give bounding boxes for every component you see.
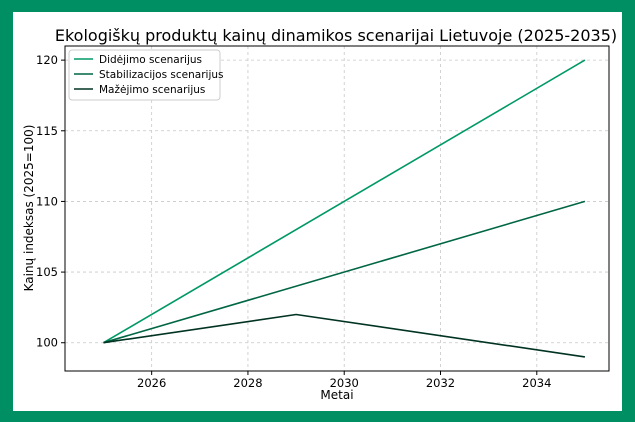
legend: Didėjimo scenarijus Stabilizacijos scenar… xyxy=(68,49,224,101)
chart-frame: Ekologiškų produktų kainų dinamikos scen… xyxy=(13,12,622,411)
series-line-1 xyxy=(103,59,586,344)
legend-label-3: Mažėjimo scenarijus xyxy=(99,84,205,96)
chart-title: Ekologiškų produktų kainų dinamikos scen… xyxy=(55,26,617,45)
axis-ticks: 2026 2028 2030 2032 2034 100 105 110 115 120 xyxy=(36,53,551,390)
x-tick-label: 2032 xyxy=(426,376,455,390)
y-tick-label: 110 xyxy=(36,194,58,208)
grid xyxy=(65,46,609,371)
legend-label-2: Stabilizacijos scenarijus xyxy=(99,69,224,81)
y-tick-label: 120 xyxy=(36,53,58,67)
x-tick-label: 2030 xyxy=(330,376,359,390)
y-tick-label: 115 xyxy=(36,124,58,138)
y-tick-label: 105 xyxy=(36,265,58,279)
x-tick-label: 2026 xyxy=(137,376,166,390)
x-axis-label: Metai xyxy=(320,388,353,402)
y-tick-label: 100 xyxy=(36,336,58,350)
legend-box xyxy=(68,49,221,101)
series-layer xyxy=(103,59,586,358)
line-chart: Ekologiškų produktų kainų dinamikos scen… xyxy=(22,26,617,402)
x-tick-label: 2034 xyxy=(522,376,551,390)
plot-border xyxy=(64,45,610,372)
series-line-2 xyxy=(103,200,586,344)
series-line-3 xyxy=(103,313,586,358)
x-tick-label: 2028 xyxy=(233,376,262,390)
y-axis-label: Kainų indeksas (2025=100) xyxy=(22,125,36,292)
legend-label-1: Didėjimo scenarijus xyxy=(99,54,202,66)
